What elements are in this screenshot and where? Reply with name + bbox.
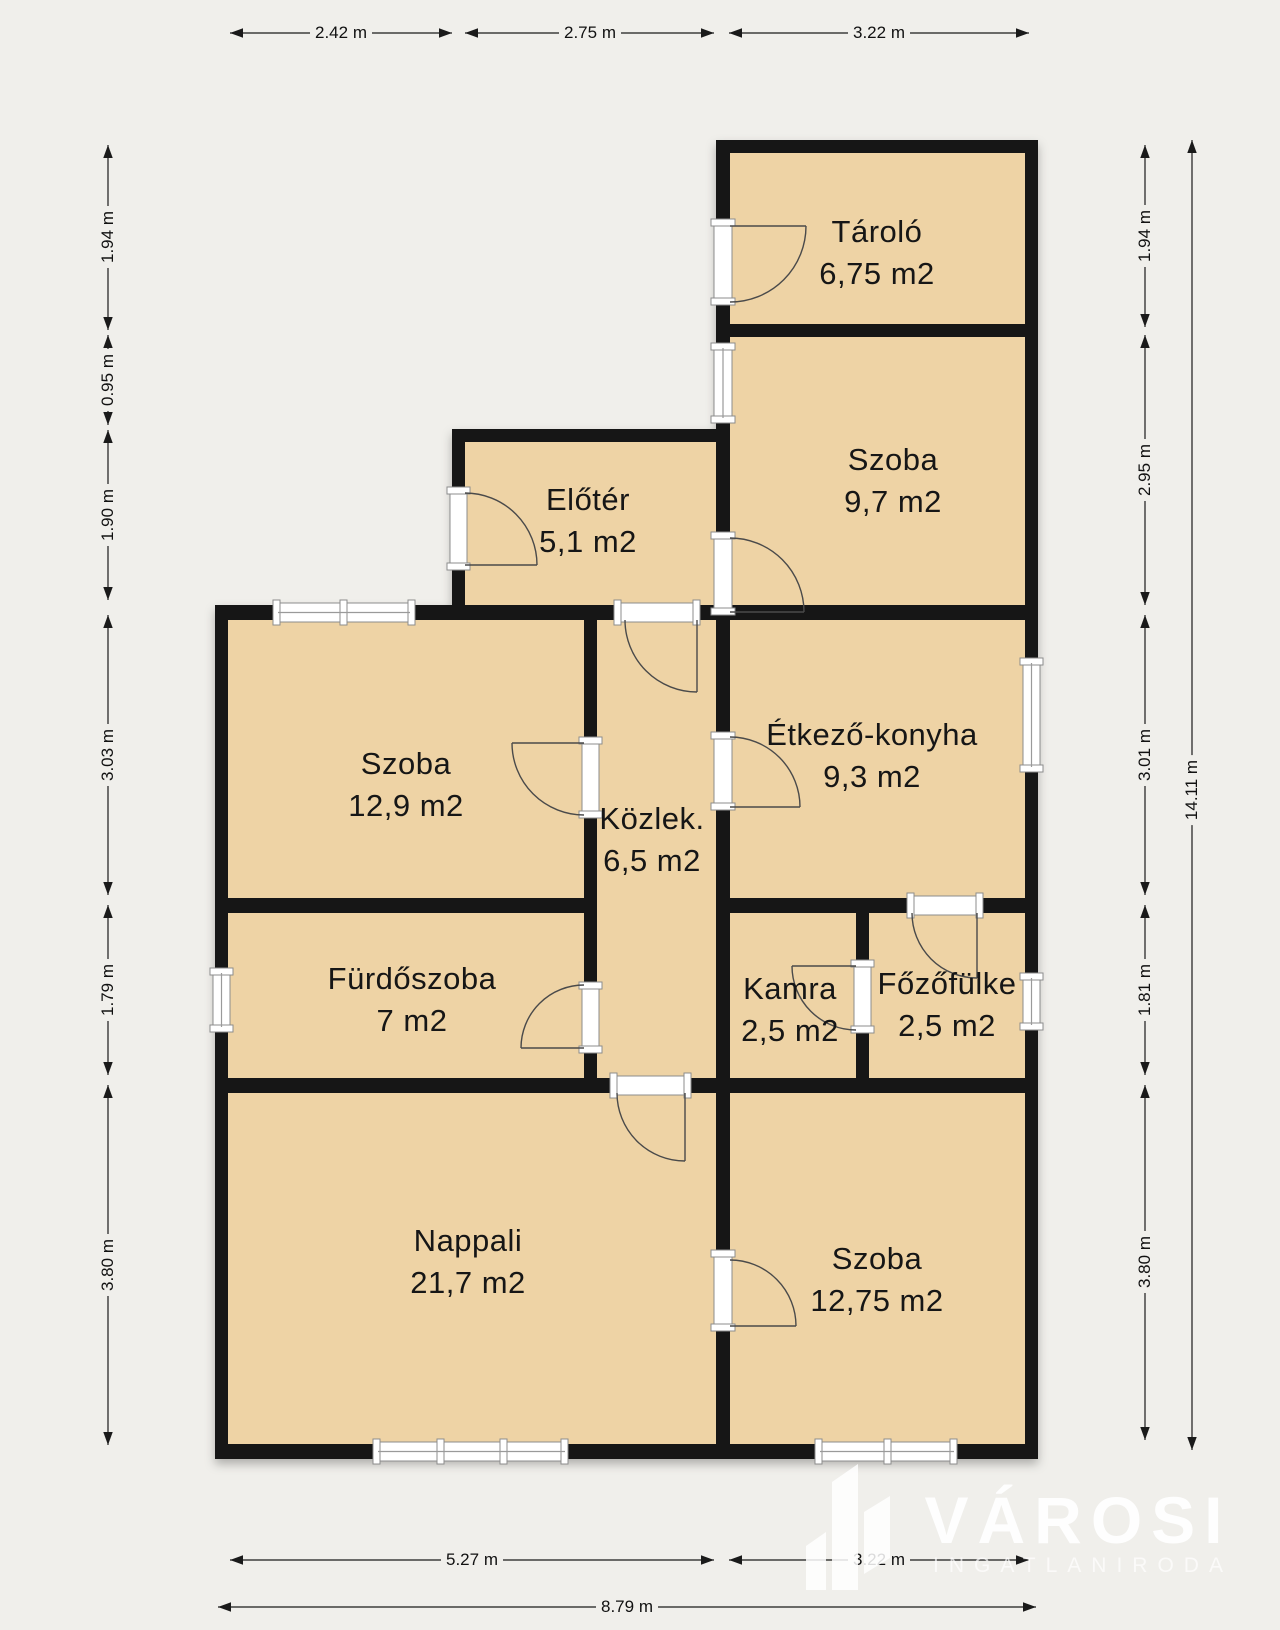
- door-openings: [446, 218, 984, 1332]
- watermark-subtitle: INGATLANIRODA: [933, 1554, 1233, 1577]
- dim-left-2: 0.95 m: [98, 349, 118, 411]
- room-area: 5,1 m2: [539, 524, 637, 559]
- dim-bottom-1: 5.27 m: [441, 1550, 503, 1570]
- room-label-tarolo: Tároló 6,75 m2: [819, 211, 935, 295]
- dim-right-total: 14.11 m: [1182, 754, 1202, 826]
- room-area: 7 m2: [376, 1003, 448, 1038]
- dim-bottom-2: 3.22 m: [848, 1550, 910, 1570]
- dim-left-1: 1.94 m: [98, 206, 118, 268]
- room-area: 2,5 m2: [898, 1008, 996, 1043]
- room-area: 21,7 m2: [410, 1265, 526, 1300]
- room-name: Szoba: [831, 1241, 923, 1276]
- dim-left-4: 3.03 m: [98, 724, 118, 786]
- room-area: 6,75 m2: [819, 256, 935, 291]
- dim-bottom-total: 8.79 m: [596, 1597, 658, 1617]
- room-area: 12,75 m2: [810, 1283, 944, 1318]
- watermark-brand: VÁROSI: [924, 1483, 1232, 1557]
- windows: [209, 342, 1044, 1465]
- dim-left-5: 1.79 m: [98, 959, 118, 1021]
- room-name: Kamra: [743, 971, 837, 1006]
- dim-right-5: 3.80 m: [1135, 1231, 1155, 1293]
- room-label-fozofulke: Főzőfülke 2,5 m2: [878, 963, 1017, 1047]
- room-name: Főzőfülke: [877, 966, 1017, 1001]
- dim-right-4: 1.81 m: [1135, 959, 1155, 1021]
- floor-fill: [215, 140, 1038, 1459]
- room-name: Szoba: [360, 746, 452, 781]
- dim-top-1: 2.42 m: [310, 23, 372, 43]
- door-swings: [464, 225, 978, 1327]
- room-name: Közlek.: [599, 801, 705, 836]
- dim-right-3: 3.01 m: [1135, 724, 1155, 786]
- room-label-szoba-felso: Szoba 9,7 m2: [844, 439, 942, 523]
- room-label-nappali: Nappali 21,7 m2: [410, 1220, 526, 1304]
- room-area: 2,5 m2: [741, 1013, 839, 1048]
- room-label-kamra: Kamra 2,5 m2: [741, 968, 839, 1052]
- room-label-furdoszoba: Fürdőszoba 7 m2: [328, 958, 497, 1042]
- room-label-etkezo-konyha: Étkező-konyha 9,3 m2: [766, 714, 978, 798]
- building-footprint: [215, 140, 1038, 1459]
- room-area: 6,5 m2: [603, 843, 701, 878]
- dim-right-2: 2.95 m: [1135, 439, 1155, 501]
- room-name: Tároló: [831, 214, 923, 249]
- dim-top-2: 2.75 m: [559, 23, 621, 43]
- dim-right-1: 1.94 m: [1135, 205, 1155, 267]
- room-area: 9,7 m2: [844, 484, 942, 519]
- room-label-eloter: Előtér 5,1 m2: [539, 479, 637, 563]
- room-label-szoba-also: Szoba 12,75 m2: [810, 1238, 943, 1322]
- dim-left-6: 3.80 m: [98, 1234, 118, 1296]
- room-label-szoba-bal: Szoba 12,9 m2: [348, 743, 464, 827]
- room-name: Fürdőszoba: [327, 961, 497, 996]
- dim-left-3: 1.90 m: [98, 484, 118, 546]
- room-name: Nappali: [413, 1223, 523, 1258]
- room-area: 9,3 m2: [823, 759, 921, 794]
- room-area: 12,9 m2: [348, 788, 464, 823]
- room-label-kozlekedo: Közlek. 6,5 m2: [599, 798, 704, 882]
- room-name: Szoba: [847, 442, 939, 477]
- room-name: Étkező-konyha: [766, 717, 978, 752]
- room-name: Előtér: [546, 482, 630, 517]
- dim-top-3: 3.22 m: [848, 23, 910, 43]
